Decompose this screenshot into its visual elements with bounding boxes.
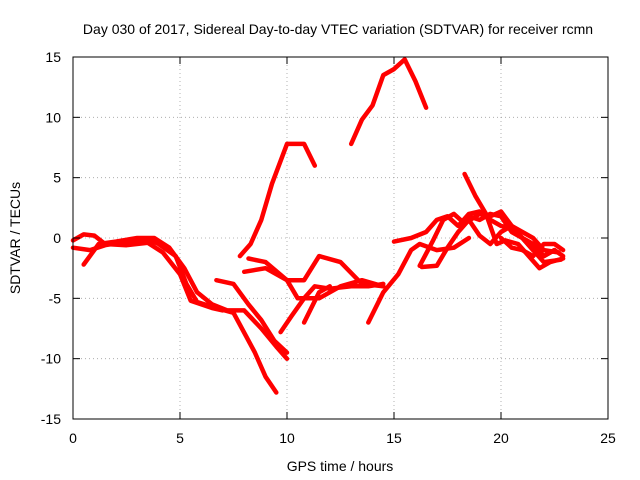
x-axis-label: GPS time / hours xyxy=(287,458,394,474)
series-line-track-9 xyxy=(301,284,333,325)
series-line-track-8 xyxy=(278,281,386,335)
x-tick-label: 20 xyxy=(493,430,509,446)
y-tick-label: -10 xyxy=(41,351,61,367)
series-group xyxy=(70,57,566,395)
series-line-track-11 xyxy=(366,235,472,325)
y-tick-label: 15 xyxy=(45,49,61,65)
y-tick-label: 10 xyxy=(45,109,61,125)
x-tick-label: 15 xyxy=(386,430,402,446)
series-line-track-4 xyxy=(214,277,290,355)
series-line-track-7 xyxy=(241,253,386,289)
series-line-track-10 xyxy=(348,57,429,147)
series-line-track-5 xyxy=(237,141,318,259)
y-tick-label: -5 xyxy=(49,290,62,306)
y-tick-label: -15 xyxy=(41,411,61,427)
y-tick-label: 5 xyxy=(53,170,61,186)
x-tick-label: 5 xyxy=(176,430,184,446)
series-line-track-15 xyxy=(462,171,566,271)
series-line-track-2 xyxy=(70,236,279,395)
x-tick-label: 25 xyxy=(600,430,616,446)
x-tick-label: 0 xyxy=(69,430,77,446)
x-ticks: 0 5 10 15 20 25 xyxy=(69,57,616,446)
series-line-track-16 xyxy=(498,235,566,259)
x-tick-label: 10 xyxy=(279,430,295,446)
chart-title: Day 030 of 2017, Sidereal Day-to-day VTE… xyxy=(83,21,593,37)
y-ticks: -15 -10 -5 0 5 10 15 xyxy=(41,49,608,427)
series-line-track-3 xyxy=(81,235,290,361)
y-axis-label: SDTVAR / TECUs xyxy=(7,182,23,294)
y-tick-label: 0 xyxy=(53,230,61,246)
series-line-track-17 xyxy=(466,211,557,259)
